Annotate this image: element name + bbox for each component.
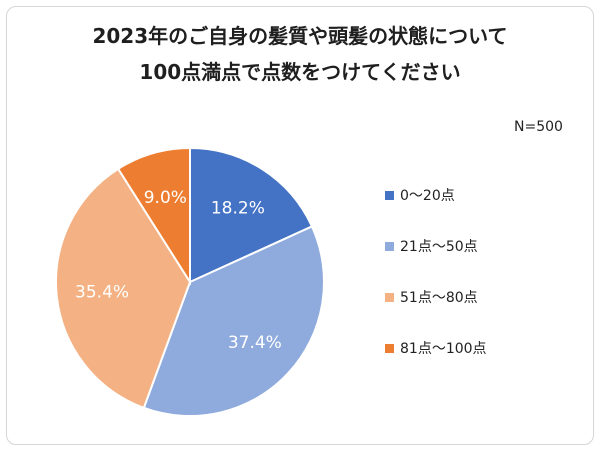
legend-label-1: 21点～50点: [400, 239, 478, 255]
pie-data-label-0: 18.2%: [211, 199, 265, 219]
pie-data-label-2: 35.4%: [75, 282, 129, 302]
pie-data-label-3: 9.0%: [144, 188, 187, 208]
pie-slice-3: [116, 146, 191, 286]
chart-title-line-2: 100点満点で点数をつけてください: [139, 60, 461, 84]
legend-item-2: 51点～80点: [385, 288, 487, 306]
legend-label-2: 51点～80点: [400, 290, 478, 306]
legend-item-0: 0～20点: [385, 186, 487, 204]
sample-size-label: N=500: [514, 119, 563, 135]
chart-title-line-1: 2023年のご自身の髪質や頭髪の状態について: [92, 24, 508, 48]
legend-label-0: 0～20点: [400, 188, 455, 204]
legend-swatch-0: [385, 190, 394, 200]
legend: 0～20点 21点～50点 51点～80点 81点～100点: [385, 186, 487, 390]
legend-label-3: 81点～100点: [400, 341, 487, 357]
pie-slice-0: [189, 146, 314, 284]
pie-data-label-1: 37.4%: [228, 333, 282, 353]
legend-swatch-1: [385, 241, 394, 251]
legend-item-1: 21点～50点: [385, 237, 487, 255]
pie-slice-1: [142, 225, 325, 417]
pie-slice-2: [55, 167, 192, 410]
legend-swatch-2: [385, 292, 394, 302]
legend-swatch-3: [385, 343, 394, 353]
legend-item-3: 81点～100点: [385, 339, 487, 357]
